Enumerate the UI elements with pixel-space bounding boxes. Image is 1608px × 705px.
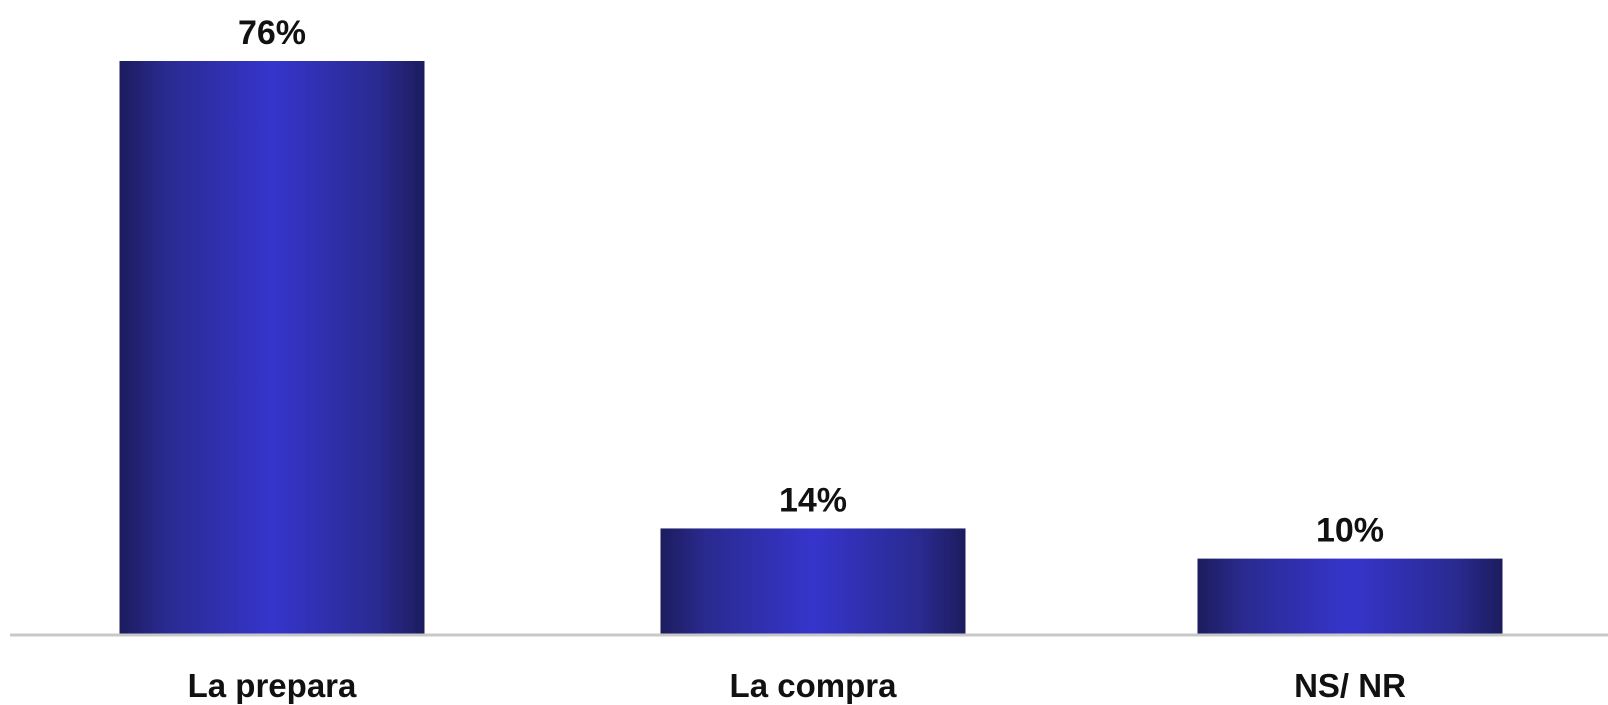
data-label-1: 14% [779,481,847,519]
category-label-1: La compra [730,667,898,704]
bar-0 [119,61,425,634]
bars-group [119,61,1503,634]
labels-group: 76% La prepara 14% La compra 10% NS/ NR [188,14,1406,704]
bar-2 [1197,558,1503,634]
bar-1 [660,528,966,634]
category-label-0: La prepara [188,667,357,704]
category-label-2: NS/ NR [1294,667,1406,704]
data-label-2: 10% [1316,512,1384,550]
data-label-0: 76% [238,14,306,52]
